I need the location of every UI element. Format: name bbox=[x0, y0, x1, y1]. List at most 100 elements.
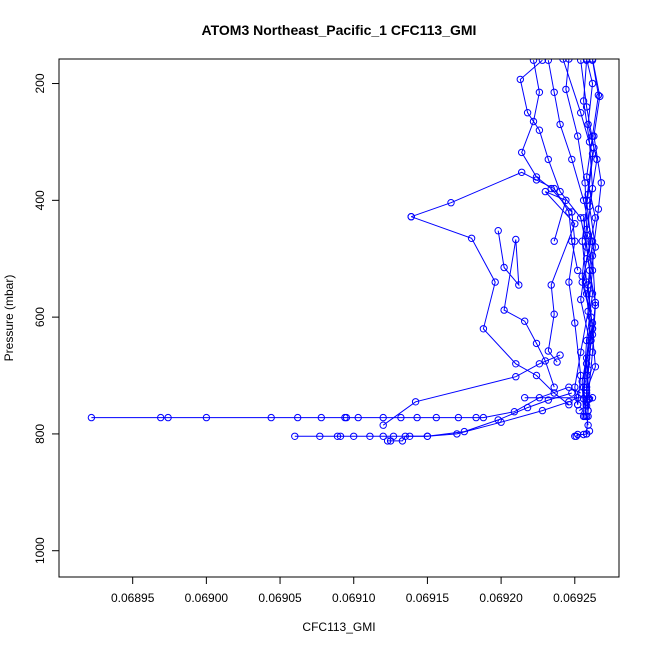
x-tick-label: 0.06915 bbox=[406, 591, 450, 605]
data-point bbox=[579, 214, 588, 222]
series-line bbox=[387, 397, 578, 442]
data-point bbox=[591, 298, 600, 307]
data-point bbox=[529, 117, 538, 126]
data-point bbox=[582, 402, 591, 410]
data-point bbox=[568, 389, 576, 397]
data-point bbox=[553, 358, 561, 366]
data-point bbox=[157, 413, 165, 422]
y-axis: 200 400 600 800 1000 bbox=[33, 73, 60, 564]
data-series bbox=[521, 394, 597, 415]
series-line bbox=[497, 230, 555, 388]
data-point bbox=[588, 237, 597, 245]
series-line bbox=[587, 59, 602, 399]
data-point bbox=[401, 432, 409, 440]
data-point bbox=[521, 317, 529, 325]
data-point bbox=[383, 437, 392, 445]
data-point bbox=[538, 406, 547, 415]
data-point bbox=[472, 413, 480, 422]
data-point bbox=[407, 213, 415, 221]
data-series bbox=[383, 394, 582, 445]
series-line bbox=[91, 386, 581, 419]
data-point bbox=[562, 85, 570, 94]
data-point bbox=[333, 432, 342, 440]
chart-title: ATOM3 Northeast_Pacific_1 CFC113_GMI bbox=[202, 22, 477, 38]
data-point bbox=[202, 413, 211, 422]
data-point bbox=[518, 168, 526, 177]
data-point bbox=[581, 412, 589, 421]
data-point bbox=[575, 406, 583, 415]
data-series bbox=[571, 427, 594, 440]
data-point bbox=[432, 413, 440, 422]
data-point bbox=[521, 394, 529, 402]
data-point bbox=[544, 396, 552, 404]
data-point bbox=[267, 413, 275, 422]
data-point bbox=[529, 59, 538, 64]
data-point bbox=[532, 176, 541, 184]
data-point bbox=[535, 126, 544, 134]
data-point bbox=[556, 120, 564, 129]
data-point bbox=[411, 398, 420, 406]
data-point bbox=[550, 383, 558, 391]
data-point bbox=[454, 413, 463, 422]
data-point bbox=[379, 432, 387, 440]
data-point bbox=[350, 432, 358, 440]
data-point bbox=[577, 59, 585, 64]
data-point bbox=[541, 187, 549, 196]
data-point bbox=[523, 109, 532, 117]
data-point bbox=[559, 59, 567, 63]
y-tick-label: 400 bbox=[33, 190, 47, 210]
data-point bbox=[397, 413, 405, 422]
data-point bbox=[386, 437, 395, 445]
data-point bbox=[515, 281, 523, 289]
data-point bbox=[494, 227, 502, 235]
data-point bbox=[550, 389, 558, 397]
data-point bbox=[523, 403, 532, 412]
data-layer bbox=[87, 59, 605, 445]
x-tick-label: 0.06925 bbox=[553, 591, 597, 605]
data-point bbox=[578, 278, 586, 286]
data-point bbox=[479, 413, 488, 422]
x-tick-label: 0.06910 bbox=[332, 591, 376, 605]
data-point bbox=[588, 330, 597, 339]
data-point bbox=[532, 339, 541, 348]
data-point bbox=[291, 432, 299, 440]
data-point bbox=[582, 336, 591, 345]
data-point bbox=[453, 430, 461, 438]
series-line bbox=[565, 59, 594, 405]
x-tick-label: 0.06900 bbox=[185, 591, 229, 605]
series-line bbox=[583, 217, 596, 417]
data-point bbox=[571, 319, 579, 327]
data-point bbox=[577, 295, 585, 304]
data-series bbox=[579, 214, 600, 421]
data-point bbox=[582, 103, 591, 111]
data-point bbox=[571, 220, 579, 228]
data-point bbox=[582, 290, 591, 298]
y-axis-label: Pressure (mbar) bbox=[2, 275, 16, 362]
data-point bbox=[568, 237, 576, 245]
data-point bbox=[597, 179, 605, 187]
data-point bbox=[354, 413, 362, 422]
plot-frame bbox=[58, 58, 620, 578]
data-point bbox=[588, 394, 597, 402]
data-series bbox=[407, 168, 582, 275]
data-point bbox=[579, 430, 588, 439]
data-point bbox=[547, 281, 555, 289]
data-point bbox=[572, 432, 580, 440]
y-tick-label: 200 bbox=[33, 73, 47, 93]
data-point bbox=[584, 190, 592, 199]
data-point bbox=[541, 357, 549, 365]
data-point bbox=[565, 383, 573, 391]
data-point bbox=[512, 235, 520, 244]
data-point bbox=[565, 208, 573, 216]
data-point bbox=[535, 88, 544, 97]
data-point bbox=[582, 255, 591, 263]
data-point bbox=[594, 205, 603, 213]
data-point bbox=[447, 199, 455, 207]
data-point bbox=[87, 413, 96, 422]
series-line bbox=[580, 60, 595, 402]
x-tick-label: 0.06920 bbox=[479, 591, 523, 605]
data-series bbox=[562, 59, 597, 409]
data-series bbox=[407, 213, 573, 409]
data-point bbox=[379, 413, 387, 422]
